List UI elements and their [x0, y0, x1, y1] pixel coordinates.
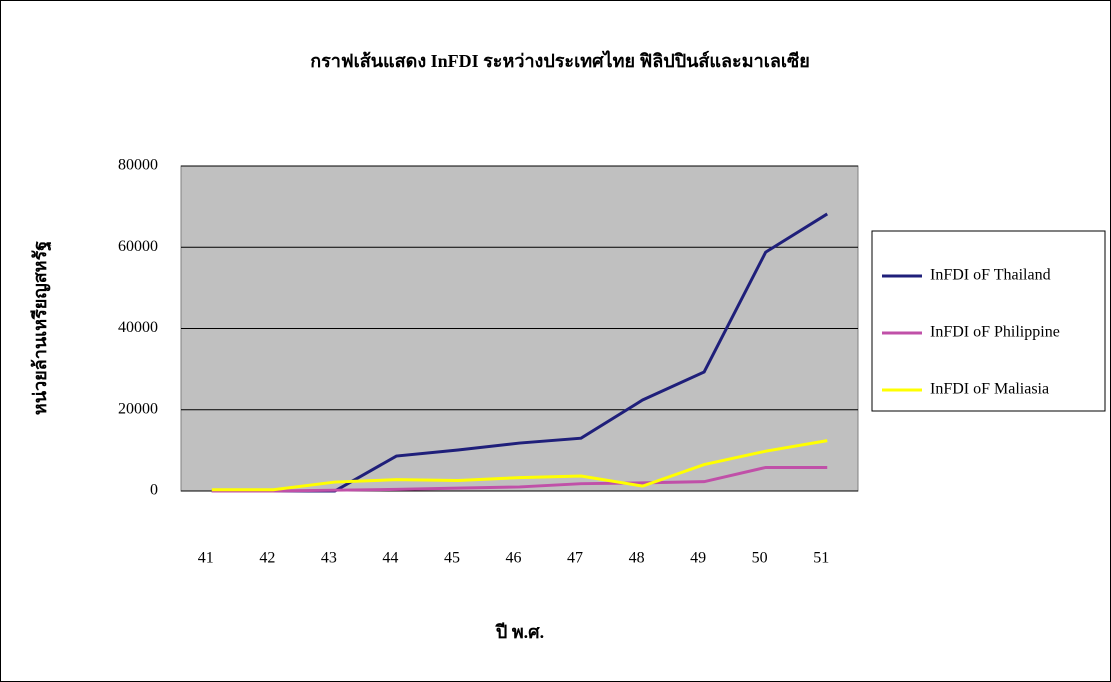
x-axis-title: ปี พ.ศ.	[495, 622, 545, 642]
x-tick-label: 44	[382, 550, 398, 567]
y-tick-label: 0	[150, 482, 158, 499]
x-tick-label: 45	[444, 550, 460, 567]
x-tick-label: 51	[813, 550, 829, 567]
chart-title: กราฟเส้นแสดง InFDI ระหว่างประเทศไทย ฟิลิ…	[310, 50, 810, 71]
x-tick-label: 42	[259, 550, 275, 567]
legend-label: InFDI oF Maliasia	[930, 381, 1049, 398]
x-tick-label: 50	[752, 550, 768, 567]
x-tick-label: 48	[629, 550, 645, 567]
y-tick-label: 20000	[118, 400, 158, 417]
legend-label: InFDI oF Philippine	[930, 324, 1060, 341]
y-axis-title: หน่วยล้านเหรียญสหรัฐ	[30, 241, 52, 415]
x-tick-label: 43	[321, 550, 337, 567]
y-tick-label: 80000	[118, 157, 158, 174]
x-tick-label: 46	[506, 550, 522, 567]
y-tick-label: 60000	[118, 238, 158, 255]
y-tick-label: 40000	[118, 319, 158, 336]
legend-label: InFDI oF Thailand	[930, 267, 1051, 284]
x-tick-label: 41	[198, 550, 214, 567]
chart: กราฟเส้นแสดง InFDI ระหว่างประเทศไทย ฟิลิ…	[0, 0, 1111, 682]
x-tick-label: 49	[690, 550, 706, 567]
x-tick-label: 47	[567, 550, 583, 567]
